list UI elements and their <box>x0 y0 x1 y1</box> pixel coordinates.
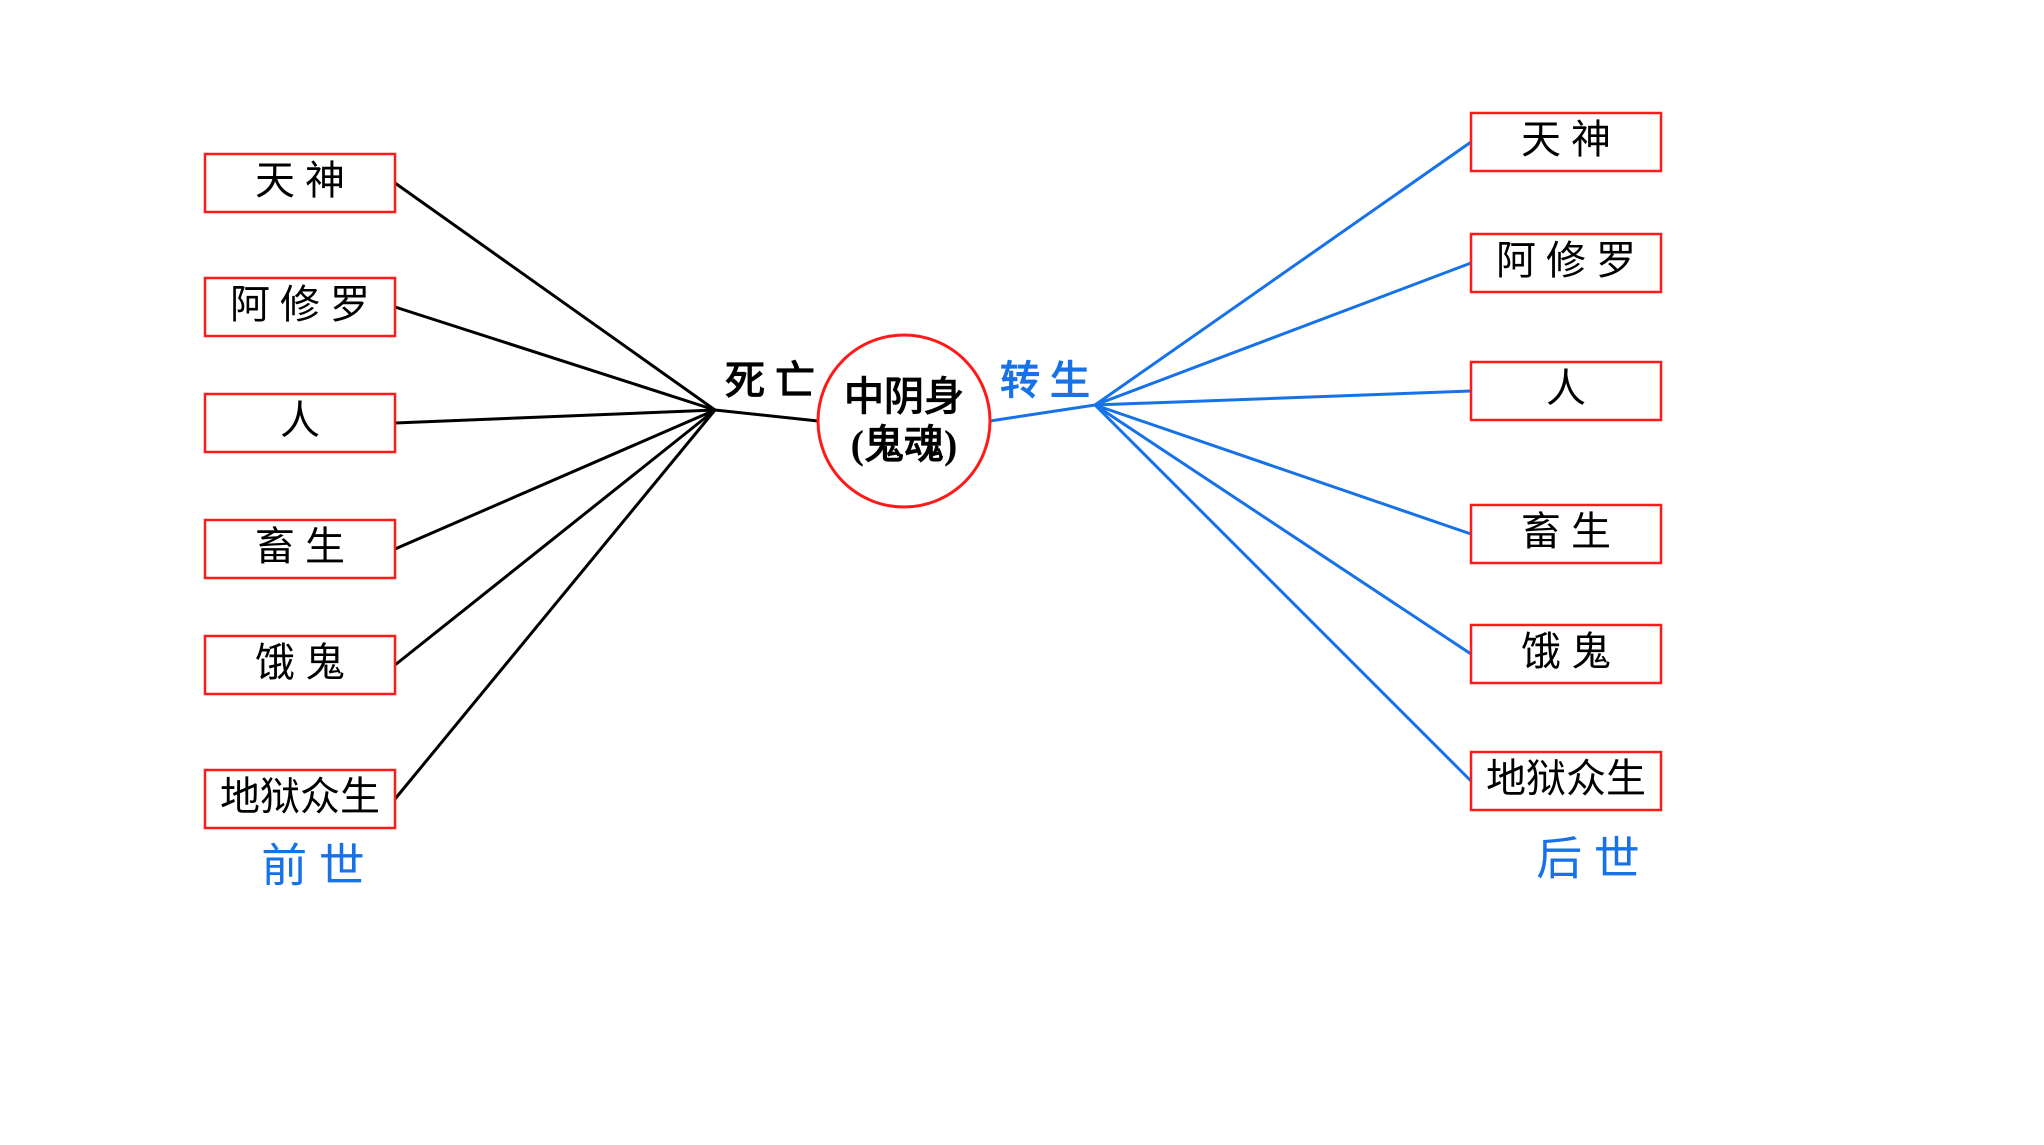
right-edge-3 <box>1095 405 1471 534</box>
left-node-label-4: 饿 鬼 <box>255 640 345 685</box>
left-section-label: 前 世 <box>261 841 365 892</box>
left-node-label-5: 地狱众生 <box>220 774 380 819</box>
right-edge-0 <box>1095 142 1471 405</box>
right-edge-label: 转 生 <box>1000 358 1090 403</box>
left-connector <box>715 410 818 421</box>
left-node-label-3: 畜 生 <box>255 524 345 569</box>
right-edge-1 <box>1095 263 1471 405</box>
right-connector <box>990 405 1095 421</box>
left-edge-1 <box>395 307 715 410</box>
left-node-label-1: 阿 修 罗 <box>230 282 370 327</box>
left-edge-2 <box>395 410 715 423</box>
left-node-label-2: 人 <box>280 398 320 443</box>
center-node <box>818 335 990 507</box>
right-edge-4 <box>1095 405 1471 654</box>
center-label-line2: (鬼魂) <box>851 422 958 467</box>
center-label-line1: 中阴身 <box>844 374 964 419</box>
right-node-label-0: 天 神 <box>1521 117 1611 162</box>
right-node-label-3: 畜 生 <box>1521 509 1611 554</box>
right-node-label-4: 饿 鬼 <box>1521 629 1611 674</box>
reincarnation-diagram: 中阴身(鬼魂) 死 亡 转 生 天 神阿 修 罗人畜 生饿 鬼地狱众生 天 神阿 修 罗… <box>0 0 2044 1145</box>
left-edge-label: 死 亡 <box>725 358 815 403</box>
right-section-label: 后 世 <box>1536 834 1640 885</box>
right-node-label-5: 地狱众生 <box>1486 756 1646 801</box>
left-edge-0 <box>395 183 715 410</box>
left-edge-3 <box>395 410 715 549</box>
right-node-label-1: 阿 修 罗 <box>1496 238 1636 283</box>
left-node-label-0: 天 神 <box>255 158 345 203</box>
right-edge-2 <box>1095 391 1471 405</box>
right-node-label-2: 人 <box>1546 366 1586 411</box>
left-edge-4 <box>395 410 715 665</box>
right-edge-5 <box>1095 405 1471 781</box>
left-edge-5 <box>395 410 715 799</box>
